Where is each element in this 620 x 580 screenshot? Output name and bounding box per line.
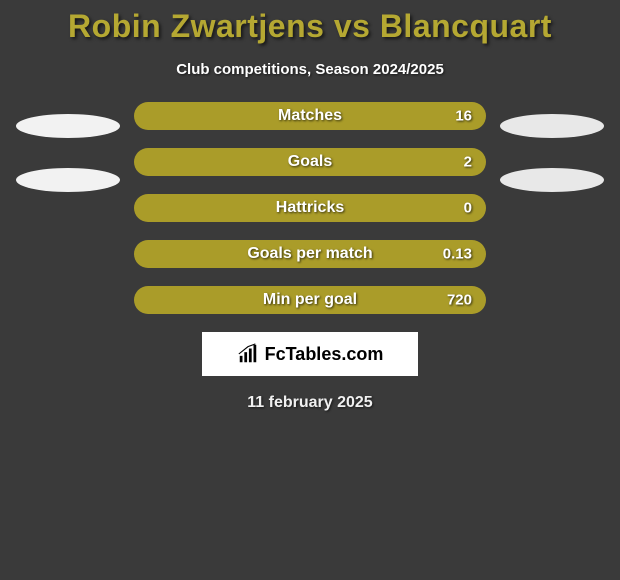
left-ellipse-2 [16,168,120,192]
stat-label: Min per goal [263,291,357,309]
stat-label: Hattricks [276,199,344,217]
right-ellipse-1 [500,114,604,138]
stats-area: Matches 16 Goals 2 Hattricks 0 Goals per… [0,102,620,314]
stat-bar-matches: Matches 16 [134,102,486,130]
stat-value: 16 [455,108,472,125]
stat-bar-goals: Goals 2 [134,148,486,176]
infographic-container: Robin Zwartjens vs Blancquart Club compe… [0,0,620,412]
stat-value: 2 [464,154,472,171]
page-title: Robin Zwartjens vs Blancquart [68,8,552,45]
left-ellipse-1 [16,114,120,138]
stat-bar-hattricks: Hattricks 0 [134,194,486,222]
chart-bars-icon [237,343,259,365]
logo-text: FcTables.com [265,344,384,365]
stat-value: 720 [447,292,472,309]
left-player-col [8,102,128,314]
stat-bar-mpg: Min per goal 720 [134,286,486,314]
subtitle: Club competitions, Season 2024/2025 [176,61,444,78]
stat-value: 0 [464,200,472,217]
date-line: 11 february 2025 [247,394,372,412]
stat-label: Goals per match [247,245,372,263]
stat-value: 0.13 [443,246,472,263]
logo-box: FcTables.com [202,332,418,376]
stat-bar-gpm: Goals per match 0.13 [134,240,486,268]
stat-label: Matches [278,107,342,125]
stat-label: Goals [288,153,332,171]
right-player-col [492,102,612,314]
stats-bars: Matches 16 Goals 2 Hattricks 0 Goals per… [128,102,492,314]
right-ellipse-2 [500,168,604,192]
